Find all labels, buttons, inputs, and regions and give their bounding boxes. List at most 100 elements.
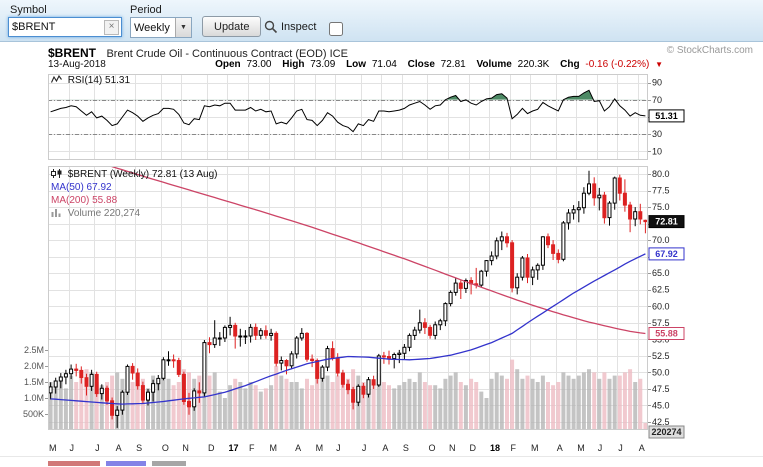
volume-value: 220.3K [517,59,550,70]
price-legend-main-row: $BRENT (Weekly) 72.81 (13 Aug) [51,168,217,181]
ma50-legend-label: MA(50) 67.92 [51,182,112,193]
chart-date: 13-Aug-2018 [48,59,106,70]
high-label: High [282,59,305,70]
ma200-legend-label: MA(200) 55.88 [51,195,118,206]
quote-row: Open 73.00 High 73.09 Low 71.04 Close 72… [215,59,663,70]
rsi-indicator-icon [50,74,62,83]
svg-text:55.88: 55.88 [655,329,678,339]
rsi-layer [50,89,646,133]
svg-text:F: F [249,443,255,453]
svg-text:M: M [316,443,324,453]
svg-text:F: F [511,443,517,453]
chart-header: $BRENT Brent Crude Oil - Continuous Cont… [48,44,348,62]
svg-text:2.0M: 2.0M [24,361,44,371]
inspect-label: Inspect [281,21,317,33]
svg-text:1.5M: 1.5M [24,377,44,387]
cropped-next-panel [0,456,763,467]
svg-text:1.0M: 1.0M [24,393,44,403]
volume-legend: Volume 220,274 [51,207,217,220]
volume-bars-icon [51,209,61,217]
svg-text:60.0: 60.0 [652,301,670,311]
svg-text:45.0: 45.0 [652,400,670,410]
price-legend: $BRENT (Weekly) 72.81 (13 Aug) MA(50) 67… [51,168,217,220]
moving-averages-layer [50,166,646,405]
symbol-input[interactable] [9,21,104,33]
svg-text:10: 10 [652,146,662,156]
svg-text:D: D [208,443,215,453]
svg-text:30: 30 [652,129,662,139]
rsi-legend: RSI(14) 51.31 [50,74,131,86]
update-button[interactable]: Update [202,16,262,37]
svg-text:17: 17 [228,443,238,453]
chart-canvas: 80.077.575.072.570.067.565.062.560.057.5… [23,74,685,453]
svg-text:47.5: 47.5 [652,384,670,394]
inspect-checkbox[interactable] [329,22,343,36]
search-icon [264,20,278,34]
low-label: Low [346,59,367,70]
close-label: Close [407,59,435,70]
svg-text:A: A [116,443,122,453]
axis-labels: 80.077.575.072.570.067.565.062.560.057.5… [23,78,670,453]
svg-text:90: 90 [652,78,662,88]
high-value: 73.09 [310,59,336,70]
open-value: 73.00 [246,59,272,70]
svg-text:M: M [531,443,539,453]
clear-symbol-icon[interactable]: × [104,19,119,35]
period-select[interactable]: Weekly ▼ [130,17,192,38]
svg-text:A: A [639,443,645,453]
volume-bars-layer [48,356,648,430]
svg-text:50.0: 50.0 [652,367,670,377]
candlestick-icon [51,169,62,178]
chg-label: Chg [560,59,580,70]
chg-value: -0.16 (-0.22%) [585,59,650,70]
low-value: 71.04 [371,59,397,70]
svg-text:N: N [449,443,456,453]
svg-text:J: J [618,443,623,453]
panel-frames [48,74,648,430]
volume-legend-label: Volume 220,274 [67,208,141,219]
symbol-input-wrap: × [8,17,122,37]
period-selected-value: Weekly [134,21,170,34]
svg-text:57.5: 57.5 [652,318,670,328]
svg-text:J: J [95,443,100,453]
candles-layer [48,170,648,428]
price-legend-main: $BRENT (Weekly) 72.81 (13 Aug) [67,169,218,180]
ma50-legend: MA(50) 67.92 [51,181,217,194]
rsi-legend-label: RSI(14) 51.31 [67,75,131,86]
svg-text:2.5M: 2.5M [24,345,44,355]
symbol-label: Symbol [10,4,47,16]
axis-value-boxes: 51.31 72.81 67.92 55.88 220274 [648,109,685,439]
chg-down-icon: ▼ [655,60,663,69]
svg-text:52.5: 52.5 [652,351,670,361]
svg-text:65.0: 65.0 [652,268,670,278]
svg-text:18: 18 [490,443,500,453]
stockcharts-credit: © StockCharts.com [666,45,753,56]
svg-text:S: S [136,443,142,453]
svg-text:O: O [162,443,169,453]
svg-text:J: J [598,443,603,453]
chart-title: Brent Crude Oil - Continuous Contract (E… [106,48,348,60]
svg-text:J: J [362,443,367,453]
svg-text:O: O [428,443,435,453]
svg-text:67.92: 67.92 [655,249,678,259]
svg-text:72.81: 72.81 [655,217,678,227]
svg-text:A: A [295,443,301,453]
cropped-legend-fragment [106,461,146,466]
svg-text:A: A [382,443,388,453]
svg-text:M: M [49,443,57,453]
svg-text:J: J [70,443,75,453]
svg-text:500K: 500K [23,409,44,419]
close-value: 72.81 [440,59,466,70]
svg-text:51.31: 51.31 [655,111,678,121]
svg-text:77.5: 77.5 [652,186,670,196]
cropped-legend-fragment [152,461,186,466]
svg-text:S: S [403,443,409,453]
period-label: Period [130,4,162,16]
svg-text:75.0: 75.0 [652,202,670,212]
svg-text:J: J [336,443,341,453]
svg-text:M: M [270,443,278,453]
open-label: Open [215,59,241,70]
ma200-legend: MA(200) 55.88 [51,194,217,207]
svg-text:62.5: 62.5 [652,285,670,295]
